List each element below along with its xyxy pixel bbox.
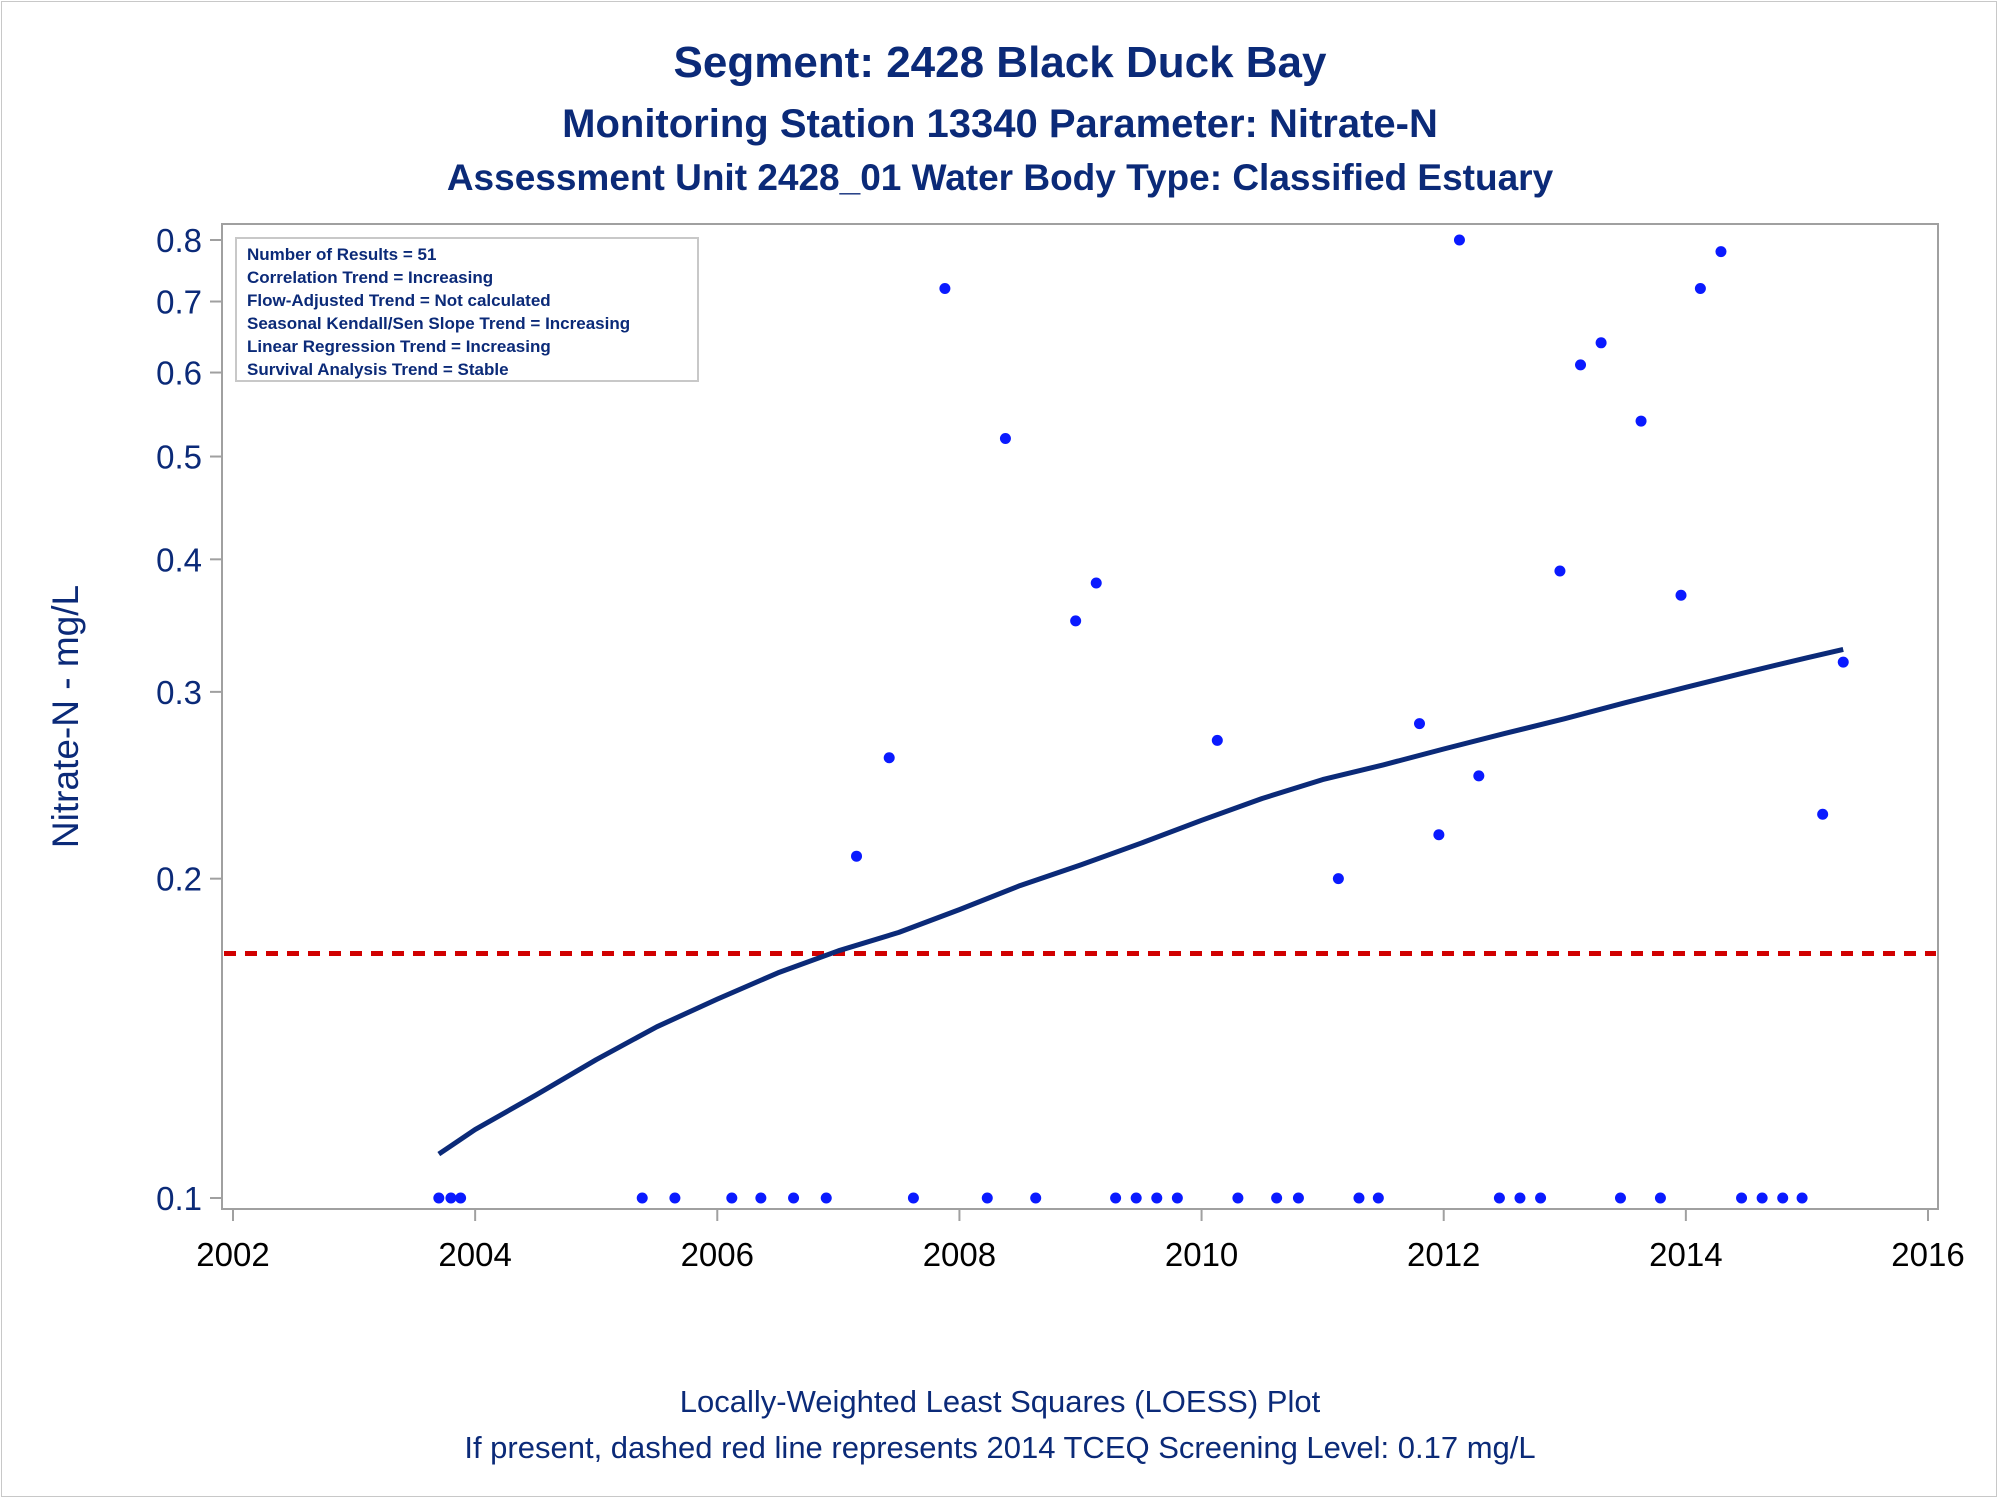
loess-curve [437,646,1844,1157]
data-point [1151,1192,1163,1204]
data-point [445,1192,457,1204]
data-point [851,850,863,862]
data-point [755,1192,767,1204]
y-axis-label: Nitrate-N - mg/L [45,585,86,848]
trend-legend-box: Number of Results = 51 Correlation Trend … [235,237,699,382]
data-point [1353,1192,1365,1204]
data-point [1756,1192,1768,1204]
data-point [981,1192,993,1204]
data-point [1654,1192,1666,1204]
x-tick-label: 2016 [1891,1236,1964,1273]
data-point [1433,829,1445,841]
x-tick-label: 2008 [923,1236,996,1273]
y-axis: 0.1 0.2 0.3 0.4 0.5 0.6 0.7 0.8 [156,222,222,1217]
data-point [788,1192,800,1204]
data-point [1736,1192,1748,1204]
data-point [1332,873,1344,885]
data-point [1453,234,1465,246]
data-point [1493,1192,1505,1204]
trend-legend-border [235,237,699,382]
data-point [999,432,1011,444]
data-point [1372,1192,1384,1204]
plot-area [221,223,1939,1210]
x-tick-label: 2012 [1407,1236,1480,1273]
y-tick-label: 0.6 [156,355,202,392]
data-point [433,1192,445,1204]
data-point [1837,656,1849,668]
data-point [1595,337,1607,349]
data-point [1171,1192,1183,1204]
data-point [1817,808,1829,820]
data-point [1796,1192,1808,1204]
x-tick-label: 2006 [681,1236,754,1273]
x-tick-label: 2010 [1165,1236,1238,1273]
trend-legend-line: Number of Results = 51 [247,245,436,264]
data-point [1090,577,1102,589]
data-point [1030,1192,1042,1204]
data-point [1130,1192,1142,1204]
data-point [1211,734,1223,746]
data-point [939,283,951,295]
data-point [907,1192,919,1204]
y-tick-label: 0.2 [156,861,202,898]
chart-subtitle-assessment: Assessment Unit 2428_01 Water Body Type:… [446,157,1554,198]
data-points [433,234,1849,1204]
x-axis: 2002 2004 2006 2008 2010 2012 2014 2016 [196,1209,1965,1273]
data-point [1715,246,1727,258]
x-tick-label: 2002 [196,1236,269,1273]
data-point [1635,415,1647,427]
y-tick-label: 0.4 [156,541,202,578]
data-point [1554,565,1566,577]
data-point [669,1192,681,1204]
data-point [1535,1192,1547,1204]
y-tick-label: 0.5 [156,439,202,476]
data-point [1271,1192,1283,1204]
trend-legend-line: Survival Analysis Trend = Stable [247,360,509,379]
data-point [820,1192,832,1204]
chart-subtitle-station: Monitoring Station 13340 Parameter: Nitr… [562,102,1438,146]
data-point [1614,1192,1626,1204]
data-point [1473,770,1485,782]
data-point [1232,1192,1244,1204]
loess-layer [437,646,1844,1157]
data-point [1694,283,1706,295]
x-tick-label: 2014 [1649,1236,1722,1273]
data-point [1675,589,1687,601]
data-point [455,1192,467,1204]
data-point [1575,359,1587,371]
trend-legend-line: Seasonal Kendall/Sen Slope Trend = Incre… [247,314,630,333]
data-point [1292,1192,1304,1204]
data-point [883,752,895,764]
y-tick-label: 0.8 [156,222,202,259]
chart-title: Segment: 2428 Black Duck Bay [673,38,1327,87]
footnote-loess: Locally-Weighted Least Squares (LOESS) P… [679,1384,1321,1419]
data-point [636,1192,648,1204]
y-tick-label: 0.1 [156,1180,202,1217]
y-tick-label: 0.3 [156,674,202,711]
data-point [1514,1192,1526,1204]
y-tick-label: 0.7 [156,284,202,321]
trend-legend-line: Correlation Trend = Increasing [247,268,493,287]
trend-legend-line: Flow-Adjusted Trend = Not calculated [247,291,551,310]
data-point [1777,1192,1789,1204]
x-tick-label: 2004 [438,1236,511,1273]
data-point [726,1192,738,1204]
data-point [1070,615,1082,627]
data-point [1414,718,1425,730]
trend-legend-line: Linear Regression Trend = Increasing [247,337,551,356]
data-point [1110,1192,1122,1204]
footnote-screening: If present, dashed red line represents 2… [464,1430,1536,1465]
